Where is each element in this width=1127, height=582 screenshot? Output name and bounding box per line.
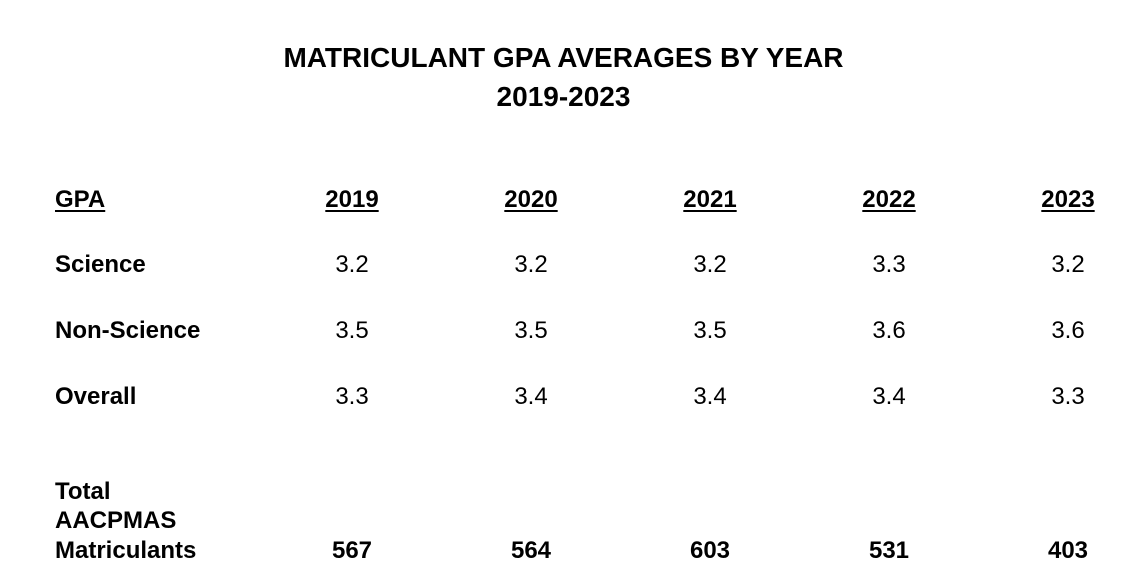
cell-value: 3.6	[1051, 317, 1085, 344]
row-label-line: Total	[55, 478, 111, 505]
cell-value: 564	[510, 537, 552, 564]
cell-value: 3.5	[514, 317, 548, 344]
cell-value: 3.5	[335, 317, 369, 344]
row-label: Non-Science	[55, 317, 201, 344]
cell-value: 3.3	[1051, 383, 1085, 410]
header-gpa: GPA	[55, 186, 106, 213]
row-label: Science	[55, 251, 146, 278]
row-label: Overall	[55, 383, 137, 410]
header-year: 2022	[862, 186, 916, 213]
cell-value: 3.2	[1051, 251, 1085, 278]
cell-value: 3.3	[872, 251, 906, 278]
header-year: 2020	[504, 186, 558, 213]
row-label-line: AACPMAS	[55, 507, 177, 534]
header-year: 2019	[325, 186, 379, 213]
cell-value: 3.5	[693, 317, 727, 344]
row-label-line: Matriculants	[55, 537, 197, 564]
cell-value: 3.4	[872, 383, 906, 410]
cell-value: 3.2	[335, 251, 369, 278]
cell-value: 3.3	[335, 383, 369, 410]
cell-value: 531	[868, 537, 910, 564]
cell-value: 3.2	[693, 251, 727, 278]
cell-value: 403	[1047, 537, 1089, 564]
page-subtitle: 2019-2023	[496, 81, 631, 112]
page-title: MATRICULANT GPA AVERAGES BY YEAR	[283, 42, 844, 73]
cell-value: 3.4	[693, 383, 727, 410]
header-year: 2021	[683, 186, 737, 213]
cell-value: 3.6	[872, 317, 906, 344]
cell-value: 603	[689, 537, 731, 564]
cell-value: 567	[331, 537, 373, 564]
header-year: 2023	[1041, 186, 1095, 213]
cell-value: 3.2	[514, 251, 548, 278]
cell-value: 3.4	[514, 383, 548, 410]
